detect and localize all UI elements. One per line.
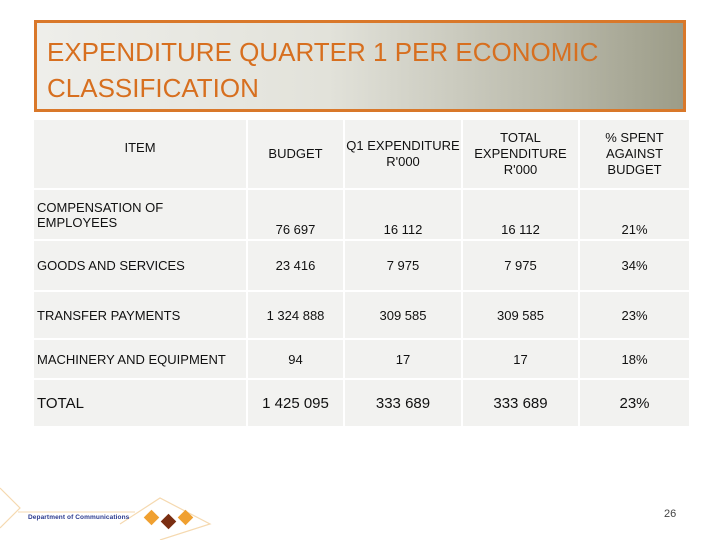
row-total: 16 112 <box>463 190 578 239</box>
total-row-q1: 333 689 <box>345 380 461 426</box>
header-item: ITEM <box>34 120 246 188</box>
row-budget: 94 <box>248 340 343 378</box>
footer-department-text: Department of Communications <box>28 514 130 521</box>
header-percent-spent: % SPENT AGAINST BUDGET <box>580 120 689 188</box>
row-budget: 23 416 <box>248 241 343 290</box>
row-percent: 21% <box>580 190 689 239</box>
header-q1-expenditure: Q1 EXPENDITURE R'000 <box>345 120 461 188</box>
header-total-expenditure: TOTAL EXPENDITURE R'000 <box>463 120 578 188</box>
expenditure-table: ITEM BUDGET Q1 EXPENDITURE R'000 TOTAL E… <box>34 120 689 426</box>
total-row-percent: 23% <box>580 380 689 426</box>
row-item: TRANSFER PAYMENTS <box>34 292 246 338</box>
total-row-total: 333 689 <box>463 380 578 426</box>
slide-title: EXPENDITURE QUARTER 1 PER ECONOMIC CLASS… <box>47 37 599 103</box>
row-budget: 1 324 888 <box>248 292 343 338</box>
row-total: 309 585 <box>463 292 578 338</box>
total-row-budget: 1 425 095 <box>248 380 343 426</box>
total-row-item: TOTAL <box>34 380 246 426</box>
row-item: GOODS AND SERVICES <box>34 241 246 290</box>
header-budget: BUDGET <box>248 120 343 188</box>
row-item: MACHINERY AND EQUIPMENT <box>34 340 246 378</box>
department-logo-icon <box>0 487 212 540</box>
row-percent: 18% <box>580 340 689 378</box>
row-percent: 34% <box>580 241 689 290</box>
row-q1: 7 975 <box>345 241 461 290</box>
row-q1: 309 585 <box>345 292 461 338</box>
row-total: 7 975 <box>463 241 578 290</box>
row-item: COMPENSATION OF EMPLOYEES <box>34 190 246 239</box>
title-banner: EXPENDITURE QUARTER 1 PER ECONOMIC CLASS… <box>34 20 686 112</box>
row-percent: 23% <box>580 292 689 338</box>
row-budget: 76 697 <box>248 190 343 239</box>
row-total: 17 <box>463 340 578 378</box>
row-q1: 17 <box>345 340 461 378</box>
row-q1: 16 112 <box>345 190 461 239</box>
page-number: 26 <box>664 508 677 520</box>
